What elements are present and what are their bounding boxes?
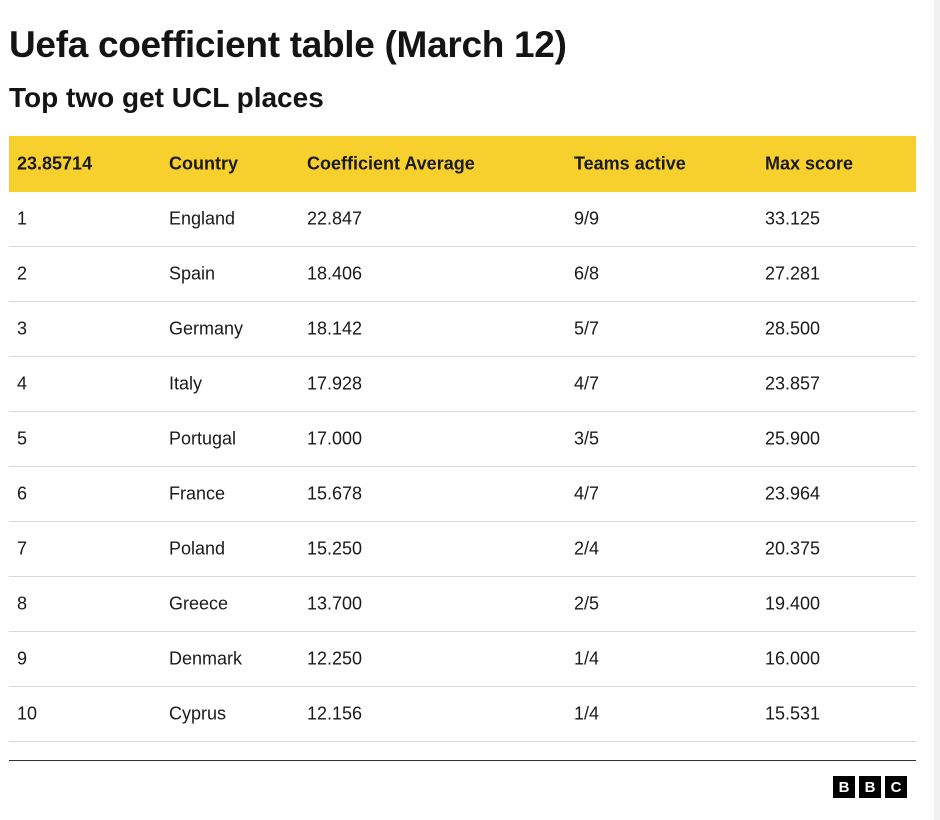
- cell-teams-active: 4/7: [574, 483, 600, 504]
- cell-rank: 3: [17, 318, 28, 339]
- cell-max-score: 23.857: [765, 373, 821, 394]
- cell-rank: 1: [17, 208, 28, 229]
- cell-coefficient-average: 18.142: [307, 318, 363, 339]
- table-row: 1 England 22.847 9/9 33.125: [9, 192, 916, 247]
- cell-coefficient-average: 17.000: [307, 428, 363, 449]
- cell-teams-active: 3/5: [574, 428, 600, 449]
- cell-coefficient-average: 13.700: [307, 593, 363, 614]
- cell-teams-active: 1/4: [574, 703, 600, 724]
- cell-max-score: 15.531: [765, 703, 821, 724]
- table-row: 7 Poland 15.250 2/4 20.375: [9, 522, 916, 577]
- cell-country: France: [169, 483, 226, 504]
- column-header-max-score: Max score: [765, 153, 854, 174]
- cell-rank: 2: [17, 263, 28, 284]
- cell-max-score: 33.125: [765, 208, 821, 229]
- bbc-logo: B B C: [833, 776, 907, 798]
- chart-title: Uefa coefficient table (March 12): [9, 24, 567, 65]
- table-row: 10 Cyprus 12.156 1/4 15.531: [9, 687, 916, 742]
- cell-country: Italy: [169, 373, 203, 394]
- cell-teams-active: 2/5: [574, 593, 600, 614]
- cell-rank: 4: [17, 373, 28, 394]
- cell-country: Greece: [169, 593, 229, 614]
- chart-subtitle: Top two get UCL places: [9, 82, 324, 113]
- cell-rank: 7: [17, 538, 28, 559]
- cell-rank: 8: [17, 593, 28, 614]
- column-header-coefficient-average: Coefficient Average: [307, 153, 475, 174]
- logo-letter: B: [859, 776, 881, 798]
- cell-rank: 6: [17, 483, 28, 504]
- cell-rank: 10: [17, 703, 38, 724]
- cell-max-score: 20.375: [765, 538, 821, 559]
- cell-max-score: 25.900: [765, 428, 821, 449]
- cell-teams-active: 9/9: [574, 208, 600, 229]
- cell-country: Spain: [169, 263, 216, 284]
- table-header-row: 23.85714 Country Coefficient Average Teams …: [9, 136, 916, 192]
- table-row: 8 Greece 13.700 2/5 19.400: [9, 577, 916, 632]
- cell-max-score: 28.500: [765, 318, 821, 339]
- footer-divider: [9, 760, 916, 761]
- cell-coefficient-average: 22.847: [307, 208, 363, 229]
- cell-rank: 9: [17, 648, 28, 669]
- table-body: 1 England 22.847 9/9 33.125 2 Spain 18.406 6/8 27…: [9, 192, 916, 742]
- table-row: 4 Italy 17.928 4/7 23.857: [9, 357, 916, 412]
- cell-country: Portugal: [169, 428, 237, 449]
- table-row: 6 France 15.678 4/7 23.964: [9, 467, 916, 522]
- cell-rank: 5: [17, 428, 28, 449]
- table-row: 9 Denmark 12.250 1/4 16.000: [9, 632, 916, 687]
- cell-country: Cyprus: [169, 703, 227, 724]
- table-row: 3 Germany 18.142 5/7 28.500: [9, 302, 916, 357]
- column-header-country: Country: [169, 153, 238, 174]
- cell-country: Germany: [169, 318, 244, 339]
- cell-teams-active: 1/4: [574, 648, 600, 669]
- cell-teams-active: 5/7: [574, 318, 600, 339]
- cell-coefficient-average: 17.928: [307, 373, 363, 394]
- cell-teams-active: 4/7: [574, 373, 600, 394]
- cell-teams-active: 2/4: [574, 538, 600, 559]
- cell-max-score: 27.281: [765, 263, 821, 284]
- scrollbar[interactable]: [934, 0, 940, 820]
- column-header-rank: 23.85714: [17, 153, 93, 174]
- coefficient-table: 23.85714 Country Coefficient Average Teams …: [9, 136, 916, 742]
- cell-coefficient-average: 12.250: [307, 648, 363, 669]
- table-row: 5 Portugal 17.000 3/5 25.900: [9, 412, 916, 467]
- cell-coefficient-average: 18.406: [307, 263, 363, 284]
- logo-letter: B: [833, 776, 855, 798]
- cell-coefficient-average: 15.678: [307, 483, 363, 504]
- logo-letter: C: [885, 776, 907, 798]
- cell-max-score: 16.000: [765, 648, 821, 669]
- table-row: 2 Spain 18.406 6/8 27.281: [9, 247, 916, 302]
- cell-coefficient-average: 15.250: [307, 538, 363, 559]
- cell-country: England: [169, 208, 236, 229]
- cell-teams-active: 6/8: [574, 263, 600, 284]
- cell-max-score: 23.964: [765, 483, 821, 504]
- cell-country: Denmark: [169, 648, 243, 669]
- cell-max-score: 19.400: [765, 593, 821, 614]
- column-header-teams-active: Teams active: [574, 153, 686, 174]
- cell-country: Poland: [169, 538, 226, 559]
- cell-coefficient-average: 12.156: [307, 703, 363, 724]
